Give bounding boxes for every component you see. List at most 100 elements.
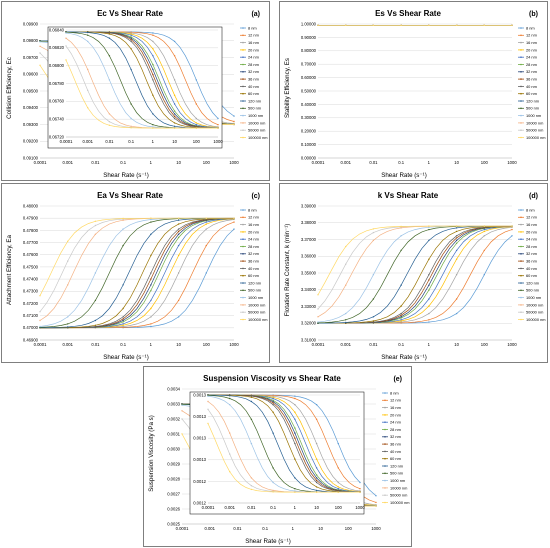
data-point (150, 307, 152, 310)
y-tick-label: 0.09700 (23, 55, 39, 60)
data-point (152, 127, 154, 129)
data-point (152, 55, 154, 57)
data-point (428, 258, 430, 260)
data-point (173, 115, 176, 118)
data-point (375, 505, 377, 507)
data-point (315, 467, 318, 469)
legend-entry: 8 nm (526, 207, 535, 212)
x-tick-label: 0.1 (398, 342, 404, 347)
legend-entry: 40 nm (248, 84, 259, 89)
legend-marker (242, 129, 244, 131)
legend-marker (242, 304, 244, 306)
data-point (337, 486, 339, 488)
data-point (483, 225, 485, 227)
data-point (122, 307, 124, 310)
legend-marker (384, 479, 386, 482)
data-point (272, 489, 274, 492)
legend-marker (384, 457, 386, 460)
legend-marker (242, 63, 244, 66)
series-line-100000nm (39, 217, 234, 296)
y-tick-label: 0.47400 (23, 276, 39, 281)
x-tick-label: 0.01 (91, 342, 100, 347)
data-point (67, 260, 69, 262)
y-tick-label: 0.09900 (23, 21, 39, 26)
legend-entry: 40 nm (526, 266, 537, 271)
series-line-50000nm (39, 217, 234, 312)
data-point (205, 221, 207, 223)
legend-marker (520, 114, 522, 117)
data-point (195, 117, 197, 120)
y-tick-label: 0.0034 (167, 386, 180, 391)
legend-marker (520, 85, 522, 88)
legend-marker (520, 289, 522, 292)
y-tick-label: 3.36000 (301, 254, 317, 259)
data-point (233, 123, 235, 126)
legend-marker (520, 267, 522, 270)
data-point (177, 299, 180, 302)
x-tick-label: 0.0001 (176, 526, 189, 531)
data-point (400, 284, 402, 286)
data-point (372, 239, 375, 242)
data-point (372, 231, 375, 234)
data-point (400, 227, 402, 229)
data-point (122, 217, 124, 220)
data-point (177, 223, 180, 225)
legend-marker (520, 63, 522, 66)
legend-marker (242, 49, 244, 51)
legend: 8 nm 12 nm 16 nm 20 nm 24 nm 28 nm 32 nm 36 nm 4… (382, 390, 409, 505)
y-tick-label: 0.09500 (23, 88, 39, 93)
legend-entry: 120 nm (248, 98, 261, 103)
y-tick-label: 0.00000 (301, 155, 317, 160)
legend-marker (520, 129, 522, 131)
x-axis-label: Shear Rate (s⁻¹) (103, 354, 149, 361)
data-point (317, 24, 319, 26)
x-tick-label: 1000 (507, 160, 517, 165)
data-point (173, 117, 176, 120)
legend-marker (242, 260, 244, 262)
data-point (150, 217, 152, 219)
y-tick-label: 3.31000 (301, 337, 317, 342)
y-tick-label: 0.0026 (167, 506, 180, 511)
legend-marker (384, 406, 386, 409)
y-tick-label: 0.0012 (193, 500, 206, 505)
legend-entry: 500 nm (248, 106, 261, 111)
data-point (400, 319, 402, 321)
legend-entry: 60 nm (248, 91, 259, 96)
data-point (108, 79, 111, 81)
legend-entry: 36 nm (248, 77, 259, 82)
chart-panel-e: Suspension Viscosity vs Shear Rate (e) She… (143, 366, 412, 547)
data-point (455, 242, 458, 244)
data-point (181, 433, 183, 435)
data-point (150, 221, 152, 223)
legend-marker (520, 136, 522, 139)
y-tick-label: 0.09200 (23, 139, 39, 144)
y-tick-label: 3.33000 (301, 304, 317, 309)
data-point (205, 228, 207, 230)
data-point (173, 79, 176, 81)
series-line-60nm (40, 217, 234, 329)
y-tick-label: 0.0013 (193, 392, 206, 397)
data-point (428, 298, 430, 300)
y-tick-label: 0.0027 (167, 491, 180, 496)
data-point (400, 320, 402, 322)
legend-marker (242, 238, 244, 240)
legend-entry: 100000 nm (248, 317, 267, 322)
legend-entry: 10000 nm (390, 485, 407, 490)
series-line-1000nm (39, 217, 234, 327)
data-point (207, 400, 209, 403)
data-point (359, 481, 361, 484)
data-point (108, 113, 111, 115)
x-tick-label: 0.001 (82, 139, 93, 144)
legend-marker (520, 41, 522, 44)
legend-entry: 12 nm (248, 215, 259, 220)
data-point (173, 40, 176, 43)
data-point (272, 400, 274, 403)
chart-title: Suspension Viscosity vs Shear Rate (203, 374, 341, 383)
y-axis-label: Collision Efficiency, Ec (6, 57, 13, 119)
data-point (195, 127, 197, 129)
data-point (67, 326, 69, 328)
legend-entry: 1000 nm (248, 295, 263, 300)
data-point (39, 325, 41, 328)
legend-marker (242, 296, 244, 299)
legend-marker (520, 231, 522, 233)
